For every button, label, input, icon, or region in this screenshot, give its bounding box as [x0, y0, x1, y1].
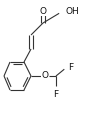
Text: O: O [41, 72, 48, 80]
Text: F: F [68, 63, 73, 72]
Text: F: F [53, 90, 59, 99]
Text: OH: OH [65, 7, 79, 16]
Text: O: O [39, 7, 46, 16]
